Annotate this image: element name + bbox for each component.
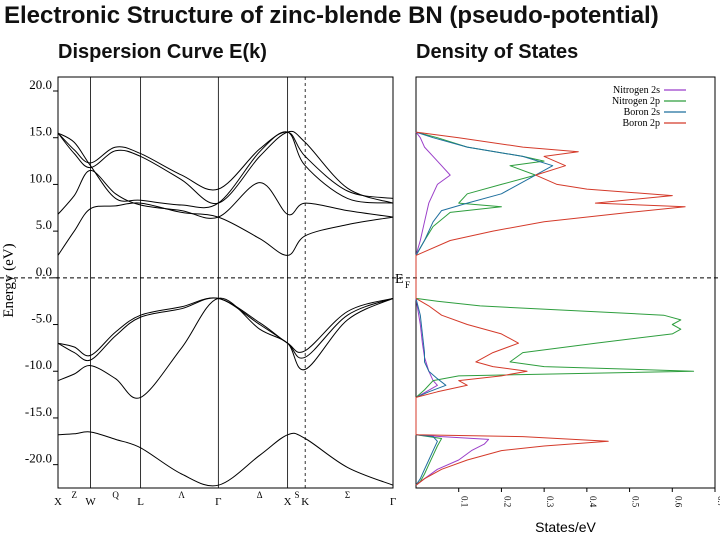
band-line-3 (57, 297, 394, 357)
dos-series-line-3 (415, 131, 686, 486)
energy-tick-label-6: -10.0 (25, 357, 52, 372)
dos-tick-label-1: 0.2 (502, 496, 512, 507)
k-point-label-12: Γ (390, 496, 396, 508)
energy-tick-label-0: 20.0 (29, 77, 52, 92)
k-point-label-0: X (54, 496, 62, 508)
k-point-label-11: Σ (345, 490, 350, 500)
energy-tick-label-1: 15.0 (29, 124, 52, 139)
band-line-5 (57, 169, 394, 219)
band-line-0 (57, 431, 394, 487)
dos-plot: 0.1 0.2 0.3 0.4 0.5 0.6 0.7 States/eV E F Nitrogen… (395, 76, 720, 535)
energy-tick-label-3: 5.0 (36, 217, 52, 232)
band-line-8 (57, 131, 394, 199)
k-point-label-7: Δ (257, 490, 263, 500)
energy-tick-label-4: 0.0 (36, 264, 52, 279)
dos-series-line-0 (415, 131, 490, 486)
dos-tick-label-2: 0.3 (545, 496, 555, 508)
dos-axis-label: States/eV (535, 519, 596, 535)
k-point-label-1: Z (72, 490, 78, 500)
legend-label-1: Nitrogen 2p (612, 96, 660, 107)
legend-label-2: Boron 2s (624, 107, 661, 118)
k-point-label-8: X (284, 496, 292, 508)
k-point-label-5: Λ (178, 490, 185, 500)
k-point-label-6: Γ (215, 496, 221, 508)
legend-label-0: Nitrogen 2s (613, 85, 660, 96)
band-line-6 (57, 131, 394, 209)
dos-series-line-1 (415, 131, 695, 486)
k-point-label-4: L (137, 496, 144, 508)
energy-tick-label-7: -15.0 (25, 404, 52, 419)
dos-tick-label-5: 0.6 (673, 496, 683, 508)
dos-tick-label-4: 0.5 (631, 496, 641, 508)
main-title: Electronic Structure of zinc-blende BN (… (4, 2, 659, 29)
energy-tick-label-8: -20.0 (25, 451, 52, 466)
dos-tick-label-0: 0.1 (460, 496, 470, 507)
band-line-2 (57, 297, 394, 362)
band-line-1 (57, 297, 394, 399)
k-point-label-10: K (301, 496, 309, 508)
dispersion-chart-title: Dispersion Curve E(k) (58, 41, 267, 63)
dispersion-plot: XZWQLΛΓΔXSKΣΓ20.015.010.05.00.0-5.0-10.0… (0, 76, 720, 508)
dos-tick-label-6: 0.7 (716, 496, 720, 508)
fermi-label: E (395, 272, 404, 287)
dispersion-frame (57, 76, 394, 489)
energy-axis-label: Energy (eV) (1, 243, 17, 317)
dos-tick-label-3: 0.4 (588, 496, 598, 508)
k-point-label-3: Q (112, 490, 119, 500)
legend-label-3: Boron 2p (623, 118, 661, 129)
k-point-label-9: S (295, 490, 300, 500)
k-point-label-2: W (85, 496, 96, 508)
fermi-label-subscript: F (405, 280, 410, 290)
band-line-7 (57, 130, 394, 205)
energy-tick-label-2: 10.0 (29, 170, 52, 185)
dos-chart-title: Density of States (416, 41, 579, 63)
band-line-4 (57, 202, 394, 256)
energy-tick-label-5: -5.0 (31, 311, 52, 326)
dos-frame (415, 76, 716, 489)
